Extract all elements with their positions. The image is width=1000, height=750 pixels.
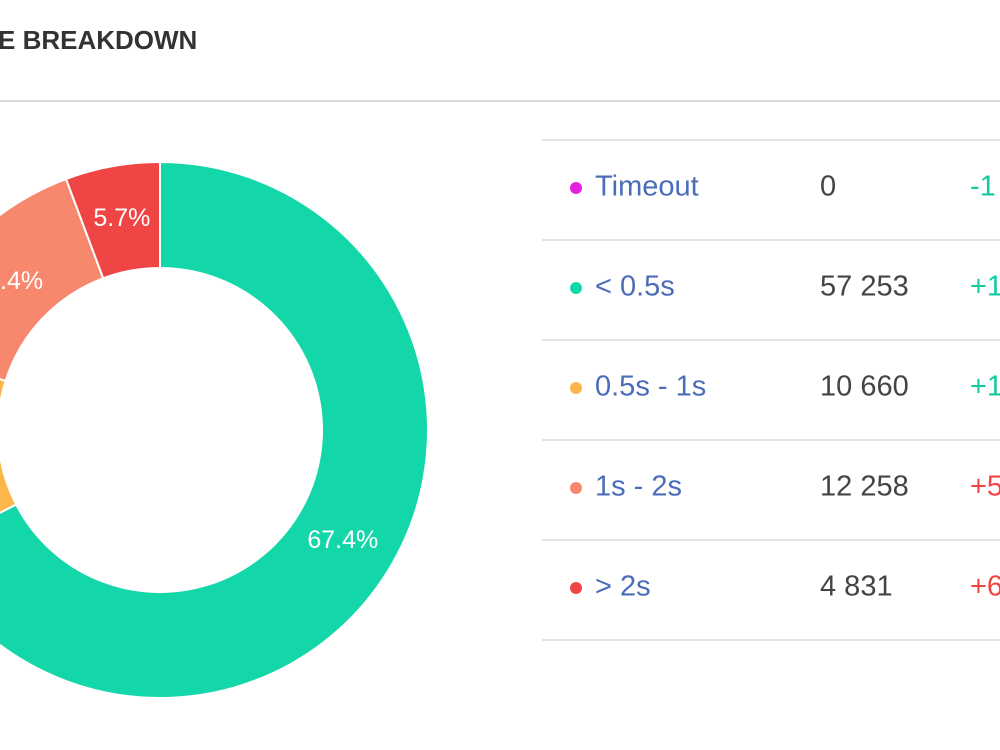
row-count: 12 258 [820,471,909,503]
donut-slice [0,378,18,514]
row-change: +1 [970,271,1000,303]
row-count: 4 831 [820,571,893,603]
row-count: 10 660 [820,371,909,403]
legend-dot [570,582,582,594]
row-change: +1 [970,371,1000,403]
row-name: Timeout [595,171,699,203]
donut-slice [0,160,429,699]
row-name: > 2s [595,571,651,603]
row-name: < 0.5s [595,271,675,303]
legend-dot [570,182,582,194]
legend-dot [570,282,582,294]
slice-label: .4% [0,267,43,295]
donut-chart: 67.4% .4% 5.7% [0,160,429,699]
legend-dot [570,482,582,494]
row-change: +5 [970,471,1000,503]
row-name: 1s - 2s [595,471,682,503]
row-name: 0.5s - 1s [595,371,706,403]
donut-slice [64,160,161,280]
slice-label: 5.7% [93,204,150,232]
row-change: +6 [970,571,1000,603]
legend-table: Timeout 0 -1 < 0.5s 57 253 +1 0.5s - 1s 10 660 +… [542,139,1000,641]
slice-label: 67.4% [307,526,378,554]
panel-title: E BREAKDOWN [0,25,197,55]
row-count: 0 [820,171,836,203]
row-count: 57 253 [820,271,909,303]
legend-dot [570,382,582,394]
row-change: -1 [970,171,996,203]
